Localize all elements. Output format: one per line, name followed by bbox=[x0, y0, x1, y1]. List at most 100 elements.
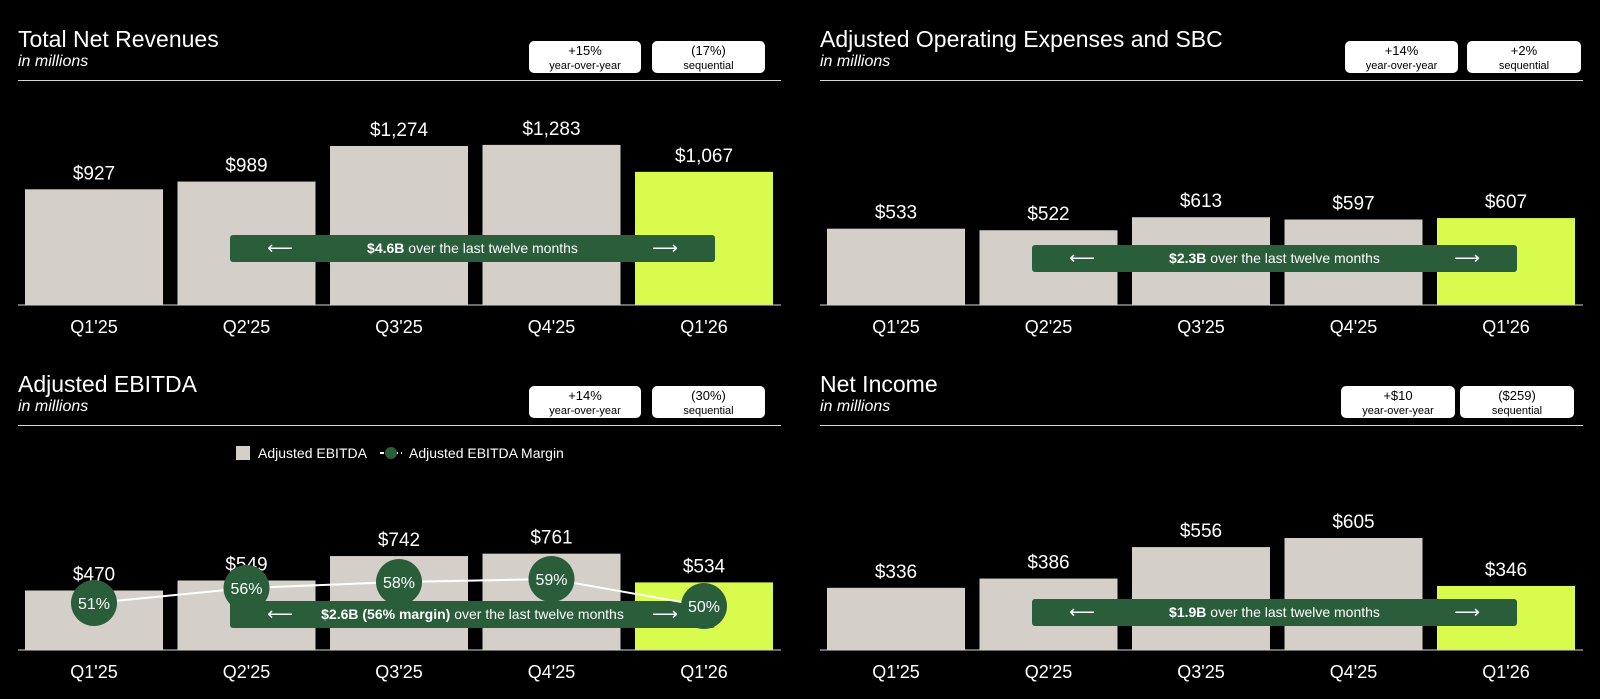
bar-value-label: $556 bbox=[1180, 521, 1222, 542]
ltm-total: $4.6B bbox=[367, 240, 404, 256]
sequential-value: (17%) bbox=[691, 43, 726, 58]
panel-title: Adjusted EBITDA bbox=[18, 371, 197, 397]
revenue-panel: Total Net Revenues in millions +15% year… bbox=[18, 0, 798, 340]
category-label: Q1'26 bbox=[680, 317, 727, 337]
bar-value-label: $533 bbox=[875, 203, 917, 224]
sequential-label: sequential bbox=[683, 60, 734, 72]
bar-value-label: $607 bbox=[1485, 192, 1527, 213]
ltm-annotation: $2.6B (56% margin) over the last twelve … bbox=[321, 606, 624, 622]
ltm-total: $2.6B (56% margin) bbox=[321, 606, 450, 622]
category-label: Q1'25 bbox=[872, 662, 919, 682]
category-label: Q4'25 bbox=[1330, 317, 1377, 337]
sequential-label: sequential bbox=[1491, 405, 1543, 417]
yoy-value: +14% bbox=[1384, 43, 1419, 58]
bar bbox=[827, 587, 965, 650]
bar-value-label: $346 bbox=[1485, 560, 1527, 581]
bar bbox=[827, 228, 965, 305]
ebitda-chart: $470Q1'25$549Q2'25$742Q3'25$761Q4'25$534… bbox=[18, 445, 781, 682]
category-label: Q3'25 bbox=[1177, 662, 1224, 682]
category-label: Q3'25 bbox=[375, 662, 422, 682]
ltm-band bbox=[230, 235, 715, 262]
panel-subtitle: in millions bbox=[18, 53, 89, 70]
bar-value-label: $470 bbox=[73, 564, 115, 585]
bar-value-label: $386 bbox=[1027, 553, 1069, 574]
category-label: Q3'25 bbox=[1177, 317, 1224, 337]
legend-point-swatch bbox=[385, 447, 397, 459]
margin-label: 56% bbox=[230, 581, 262, 598]
bar-value-label: $927 bbox=[73, 163, 115, 184]
bar bbox=[1132, 547, 1270, 650]
bar-value-label: $534 bbox=[683, 556, 726, 577]
bar-value-label: $1,274 bbox=[370, 120, 429, 141]
category-label: Q1'25 bbox=[70, 317, 117, 337]
net-income-panel: Net Income in millions +$10 year-over-ye… bbox=[820, 345, 1600, 685]
ltm-band bbox=[230, 601, 715, 628]
bar-value-label: $597 bbox=[1332, 194, 1374, 215]
yoy-badge: +15% year-over-year bbox=[529, 41, 641, 73]
yoy-label: year-over-year bbox=[549, 405, 621, 417]
legend-bar-label: Adjusted EBITDA bbox=[258, 445, 368, 461]
category-label: Q1'26 bbox=[1482, 662, 1529, 682]
title-divider bbox=[820, 425, 1583, 426]
bar-value-label: $1,067 bbox=[675, 146, 733, 167]
ltm-band bbox=[1032, 599, 1517, 626]
sequential-value: +2% bbox=[1510, 43, 1538, 58]
ltm-annotation: $2.3B over the last twelve months bbox=[1169, 250, 1380, 266]
category-label: Q2'25 bbox=[223, 317, 270, 337]
bar bbox=[1284, 538, 1423, 650]
sequential-badge: (30%) sequential bbox=[652, 386, 765, 418]
bar-value-label: $613 bbox=[1180, 191, 1222, 212]
ltm-annotation: $4.6B over the last twelve months bbox=[367, 240, 578, 256]
margin-point bbox=[528, 556, 575, 602]
panel-title: Total Net Revenues bbox=[18, 26, 219, 52]
category-label: Q2'25 bbox=[223, 662, 270, 682]
category-label: Q2'25 bbox=[1025, 317, 1072, 337]
panel-subtitle: in millions bbox=[18, 398, 89, 415]
category-label: Q2'25 bbox=[1025, 662, 1072, 682]
bar bbox=[25, 189, 163, 305]
margin-label: 51% bbox=[78, 596, 110, 613]
arrow-left-icon: ⟵ bbox=[267, 238, 293, 258]
panel-title: Adjusted Operating Expenses and SBC bbox=[820, 26, 1223, 52]
margin-label: 58% bbox=[383, 575, 415, 592]
yoy-value: +15% bbox=[568, 43, 602, 58]
panel-title: Net Income bbox=[820, 371, 938, 397]
margin-point bbox=[376, 559, 422, 605]
bar-value-label: $989 bbox=[225, 156, 267, 177]
sequential-badge: +2% sequential bbox=[1467, 41, 1581, 73]
yoy-badge: +$10 year-over-year bbox=[1341, 386, 1455, 418]
ebitda-panel: Adjusted EBITDA in millions +14% year-ov… bbox=[18, 345, 798, 685]
category-label: Q4'25 bbox=[528, 662, 575, 682]
arrow-right-icon: ⟶ bbox=[1454, 248, 1480, 268]
sequential-value: ($259) bbox=[1498, 388, 1536, 403]
category-label: Q3'25 bbox=[375, 317, 422, 337]
margin-label: 59% bbox=[535, 572, 567, 589]
yoy-label: year-over-year bbox=[1365, 60, 1438, 72]
arrow-right-icon: ⟶ bbox=[1454, 602, 1480, 622]
yoy-label: year-over-year bbox=[549, 60, 621, 72]
bar-value-label: $336 bbox=[875, 562, 917, 583]
yoy-badge: +14% year-over-year bbox=[1345, 41, 1458, 73]
margin-label: 50% bbox=[688, 599, 720, 616]
arrow-left-icon: ⟵ bbox=[1069, 248, 1095, 268]
panel-subtitle: in millions bbox=[820, 53, 891, 70]
bar-value-label: $742 bbox=[378, 530, 420, 551]
sequential-label: sequential bbox=[1498, 60, 1550, 72]
arrow-left-icon: ⟵ bbox=[267, 604, 293, 624]
ltm-total: $1.9B bbox=[1169, 604, 1206, 620]
category-label: Q4'25 bbox=[1330, 662, 1377, 682]
bar bbox=[330, 146, 468, 305]
margin-point bbox=[223, 565, 270, 611]
bar bbox=[482, 144, 621, 305]
ltm-band bbox=[1032, 245, 1517, 272]
bar-value-label: $1,283 bbox=[522, 119, 580, 140]
legend-bar-swatch bbox=[236, 446, 250, 460]
bar-value-label: $761 bbox=[530, 528, 572, 549]
yoy-value: +$10 bbox=[1383, 388, 1413, 403]
yoy-value: +14% bbox=[568, 388, 602, 403]
category-label: Q1'25 bbox=[872, 317, 919, 337]
opex-panel: Adjusted Operating Expenses and SBC in m… bbox=[820, 0, 1600, 340]
margin-point bbox=[681, 583, 727, 629]
category-label: Q1'26 bbox=[1482, 317, 1529, 337]
net-income-chart: $336 Q1'25 $386 Q2'25 $556 Q3'25 $605 Q4'25 $346… bbox=[820, 512, 1583, 682]
